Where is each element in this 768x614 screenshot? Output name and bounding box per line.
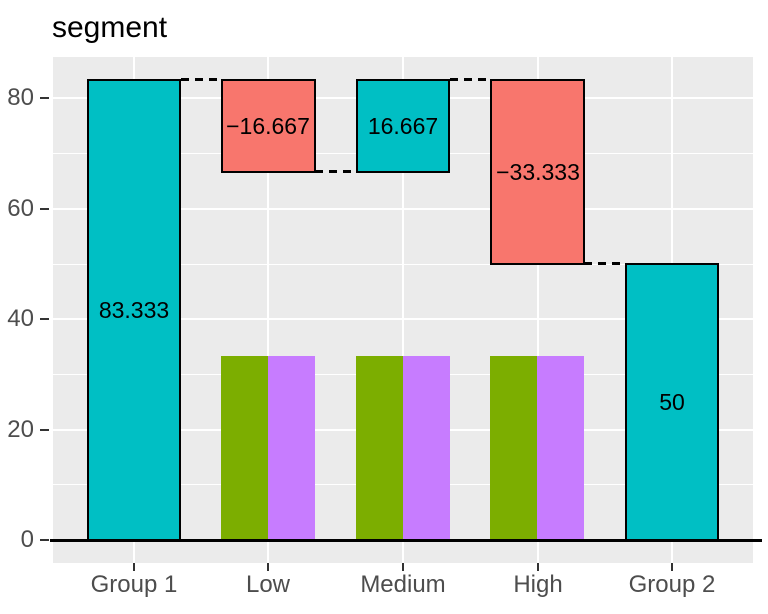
y-tick-mark: [40, 97, 49, 99]
waterfall-connector: [315, 170, 356, 173]
x-tick-mark: [537, 563, 539, 571]
y-tick-mark: [40, 318, 49, 320]
waterfall-connector: [584, 262, 625, 265]
zero-axis-line: [50, 539, 762, 542]
dodged-bar-purple-medium: [403, 356, 450, 540]
dodged-bar-green-high: [490, 356, 537, 540]
waterfall-connector: [450, 78, 490, 81]
chart-title: segment: [52, 11, 168, 44]
x-tick-label: High: [513, 571, 563, 598]
dodged-bar-green-low: [221, 356, 268, 540]
y-tick-label: 80: [7, 84, 34, 111]
waterfall-bar-group-1: [87, 79, 181, 541]
x-tick-mark: [133, 563, 135, 571]
y-tick-label: 20: [7, 416, 34, 443]
y-tick-label: 40: [7, 305, 34, 332]
bar-value-label: 16.667: [367, 113, 439, 139]
y-tick-mark: [40, 208, 49, 210]
gridline-major-v: [267, 57, 269, 563]
waterfall-bar-low: [221, 79, 316, 173]
bar-value-label: −16.667: [226, 113, 310, 139]
dodged-bar-purple-low: [268, 356, 315, 540]
dodged-bar-purple-high: [537, 356, 584, 540]
waterfall-bar-medium: [356, 79, 450, 173]
waterfall-bar-high: [490, 79, 585, 265]
y-tick-mark: [40, 429, 49, 431]
x-tick-label: Medium: [360, 571, 446, 598]
x-tick-label: Group 1: [90, 571, 178, 598]
x-tick-label: Low: [245, 571, 291, 598]
x-tick-mark: [402, 563, 404, 571]
y-tick-mark: [40, 539, 49, 541]
y-tick-label: 60: [7, 195, 34, 222]
bar-value-label: 50: [659, 389, 685, 415]
x-tick-mark: [267, 563, 269, 571]
bar-value-label: −33.333: [496, 159, 580, 185]
gridline-major-v: [537, 57, 539, 563]
x-tick-label: Group 2: [628, 571, 716, 598]
dodged-bar-green-medium: [356, 356, 403, 540]
y-tick-label: 0: [20, 526, 34, 553]
x-tick-mark: [671, 563, 673, 571]
bar-value-label: 83.333: [98, 297, 170, 323]
gridline-major-v: [402, 57, 404, 563]
waterfall-connector: [181, 78, 221, 81]
